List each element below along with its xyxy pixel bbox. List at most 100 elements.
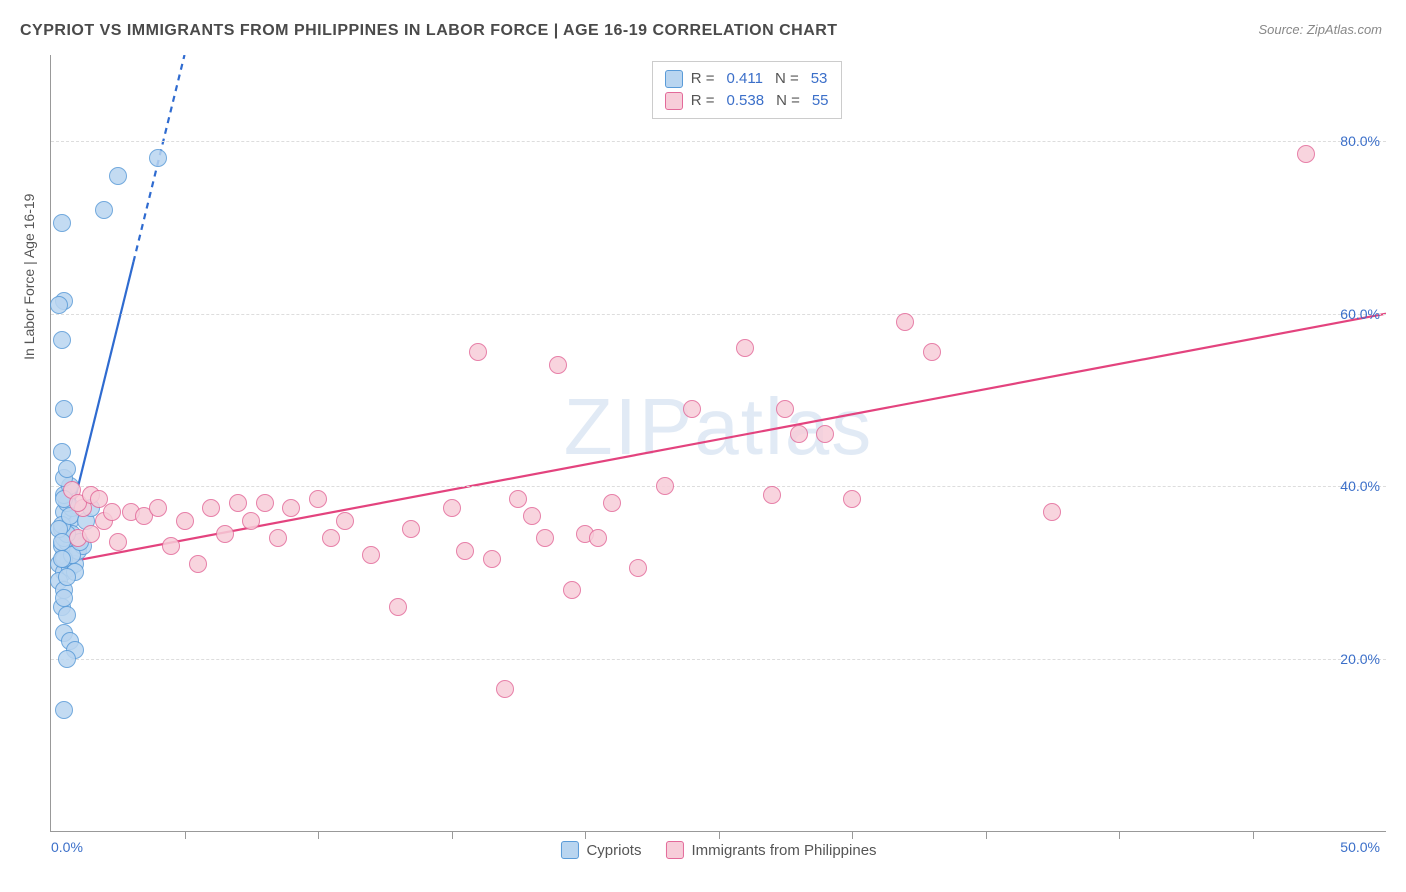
data-point (549, 356, 567, 374)
swatch-series-1 (665, 70, 683, 88)
data-point (55, 589, 73, 607)
data-point (776, 400, 794, 418)
data-point (55, 400, 73, 418)
chart-title: CYPRIOT VS IMMIGRANTS FROM PHILIPPINES I… (20, 22, 838, 40)
data-point (589, 529, 607, 547)
data-point (656, 477, 674, 495)
data-point (523, 507, 541, 525)
data-point (53, 443, 71, 461)
data-point (816, 425, 834, 443)
data-point (362, 546, 380, 564)
x-tick (318, 831, 319, 839)
y-tick-label: 20.0% (1340, 651, 1380, 667)
stats-row-1: R = 0.411 N = 53 (665, 68, 829, 90)
data-point (58, 650, 76, 668)
n-value-2: 55 (812, 90, 829, 112)
chart-container: CYPRIOT VS IMMIGRANTS FROM PHILIPPINES I… (0, 0, 1406, 892)
legend-swatch-1 (560, 841, 578, 859)
grid-line (51, 141, 1386, 142)
plot-area: ZIPatlas R = 0.411 N = 53 R = 0.538 N = … (50, 55, 1386, 832)
data-point (189, 555, 207, 573)
data-point (763, 486, 781, 504)
data-point (103, 503, 121, 521)
legend-item-2: Immigrants from Philippines (665, 841, 876, 859)
x-tick (1119, 831, 1120, 839)
data-point (162, 537, 180, 555)
swatch-series-2 (665, 92, 683, 110)
r-label-1: R = (691, 68, 715, 90)
data-point (95, 201, 113, 219)
data-point (402, 520, 420, 538)
data-point (55, 701, 73, 719)
data-point (202, 499, 220, 517)
data-point (790, 425, 808, 443)
data-point (53, 331, 71, 349)
data-point (53, 550, 71, 568)
r-value-2: 0.538 (727, 90, 765, 112)
legend-label-1: Cypriots (586, 842, 641, 859)
data-point (229, 494, 247, 512)
n-value-1: 53 (811, 68, 828, 90)
x-tick (719, 831, 720, 839)
data-point (58, 460, 76, 478)
data-point (536, 529, 554, 547)
data-point (469, 343, 487, 361)
data-point (176, 512, 194, 530)
data-point (282, 499, 300, 517)
data-point (309, 490, 327, 508)
grid-line (51, 314, 1386, 315)
data-point (53, 214, 71, 232)
data-point (389, 598, 407, 616)
legend-item-1: Cypriots (560, 841, 641, 859)
y-tick-label: 40.0% (1340, 478, 1380, 494)
data-point (1297, 145, 1315, 163)
data-point (58, 568, 76, 586)
data-point (149, 499, 167, 517)
data-point (923, 343, 941, 361)
data-point (843, 490, 861, 508)
y-tick-label: 60.0% (1340, 306, 1380, 322)
x-tick (852, 831, 853, 839)
stats-row-2: R = 0.538 N = 55 (665, 90, 829, 112)
trend-lines (51, 55, 1386, 831)
x-tick (185, 831, 186, 839)
x-axis-max-label: 50.0% (1340, 839, 1380, 855)
data-point (1043, 503, 1061, 521)
data-point (496, 680, 514, 698)
source-label: Source: ZipAtlas.com (1258, 22, 1382, 37)
x-tick (986, 831, 987, 839)
legend-swatch-2 (665, 841, 683, 859)
r-value-1: 0.411 (727, 68, 763, 90)
legend-label-2: Immigrants from Philippines (691, 842, 876, 859)
data-point (109, 533, 127, 551)
data-point (443, 499, 461, 517)
x-tick (585, 831, 586, 839)
y-tick-label: 80.0% (1340, 133, 1380, 149)
x-tick (452, 831, 453, 839)
data-point (563, 581, 581, 599)
data-point (58, 606, 76, 624)
data-point (456, 542, 474, 560)
grid-line (51, 486, 1386, 487)
data-point (683, 400, 701, 418)
n-label-1: N = (775, 68, 799, 90)
data-point (736, 339, 754, 357)
n-label-2: N = (776, 90, 800, 112)
r-label-2: R = (691, 90, 715, 112)
data-point (149, 149, 167, 167)
stats-legend-box: R = 0.411 N = 53 R = 0.538 N = 55 (652, 61, 842, 119)
data-point (322, 529, 340, 547)
data-point (242, 512, 260, 530)
data-point (629, 559, 647, 577)
data-point (896, 313, 914, 331)
data-point (483, 550, 501, 568)
x-axis-min-label: 0.0% (51, 839, 83, 855)
data-point (603, 494, 621, 512)
data-point (256, 494, 274, 512)
data-point (90, 490, 108, 508)
data-point (269, 529, 287, 547)
data-point (336, 512, 354, 530)
grid-line (51, 659, 1386, 660)
data-point (509, 490, 527, 508)
data-point (216, 525, 234, 543)
